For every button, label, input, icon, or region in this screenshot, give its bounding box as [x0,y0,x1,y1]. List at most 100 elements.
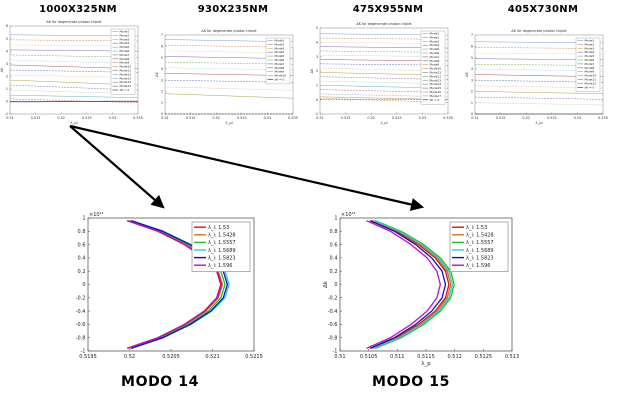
y-tick-label: 0.6 [330,242,338,248]
x-axis-label: λ_pi [380,121,387,125]
legend-label: Mode4 [275,50,285,54]
series-line [319,42,449,45]
x-tick-label: 0.52 [124,354,135,360]
x-axis-label: λ_pi [225,121,232,125]
y-tick-label: 0 [334,282,337,288]
legend-label: Mode11 [430,71,442,75]
small-chart-0: ΔK for degenerate photon triplet -1 0 1 2 3 4 5… [0,20,143,125]
legend-label: Mode17 [430,94,442,98]
legend-label: λ_i: 1.53 [466,225,487,231]
series-line [474,85,604,89]
y-tick-label: -0.6 [328,322,338,328]
legend-label: Mode9 [275,70,285,74]
legend-label: Mode6 [120,49,130,53]
legend-label: Mode2 [585,42,595,46]
y-tick-label: 0.6 [78,242,86,248]
chart-subtitle: ΔK for degenerate photon triplet [356,22,412,26]
series-curve [375,220,455,349]
y-tick-label: -0.2 [328,296,338,302]
x-tick-label: 0.5205 [162,354,180,360]
y-tick-label: 1 [316,84,318,88]
x-tick-label: 0.5125 [475,354,493,360]
x-tick-label: 0.515 [496,116,506,120]
exponent-label: ×10¹⁴ [89,212,104,218]
legend-label: Mode12 [430,74,442,78]
legend-label: Mode2 [120,33,130,37]
series-line [164,50,294,54]
series-curve [366,220,441,349]
legend-label: Mode7 [120,53,130,57]
y-tick-label: 2 [161,90,163,94]
small-chart-1: ΔK for degenerate photon triplet 0 1 2 3 4 5 6 7… [155,29,298,125]
legend-label: λ_i: 1.5823 [208,255,236,261]
legend-label: λ_i: 1.5823 [466,255,494,261]
series-curve [130,220,229,349]
legend-label: Mode10 [120,65,132,69]
y-tick-label: 0.2 [330,269,338,275]
y-tick-label: 3 [6,62,8,66]
legend-label: Mode1 [120,30,130,34]
legend-label: Mode10 [585,74,597,78]
x-tick-label: 0.5115 [417,354,435,360]
x-tick-label: 0.53 [419,116,427,120]
mode-chart-0: -1 -0.8 -0.6 -0.4 -0.2 0 0.2 0.4 0.6 0.8 1 0.5195 0.… [76,212,263,360]
x-tick-label: 0.535 [443,116,453,120]
legend-label: Mode8 [275,66,285,70]
legend-label: Mode13 [120,76,132,80]
arrow-to-modo-15 [69,124,425,211]
legend-label: Mode14 [120,80,132,84]
y-tick-label: 2 [316,69,318,73]
arrow-to-modo-14 [69,125,165,209]
legend-label: Mode6 [585,58,595,62]
y-tick-label: -0.4 [328,309,338,315]
series-curve [373,220,452,349]
y-tick-label: 0.2 [78,269,86,275]
legend-label: λ_i: 1.596 [466,263,490,269]
y-tick-label: 1 [82,216,85,222]
y-tick-label: 6 [6,24,8,28]
legend-label: Mode15 [120,84,132,88]
chart-subtitle: ΔK for degenerate photon triplet [201,29,257,33]
y-tick-label: 4 [6,49,8,53]
series-line [164,86,294,91]
legend-label: Mode1 [430,32,440,36]
y-tick-label: 1 [471,101,473,105]
y-axis-label: ΔK [155,71,159,76]
y-tick-label: 0 [316,98,318,102]
legend-label: Mode11 [120,69,132,73]
x-tick-label: 0.515 [186,116,196,120]
x-tick-label: 0.512 [448,354,462,360]
legend-label: Mode10 [275,74,287,78]
legend-label: Mode7 [275,62,285,66]
modo-14-title: MODO 14 [121,374,199,390]
legend-label: λ_i: 1.5689 [208,248,236,254]
legend-box [110,28,136,95]
y-axis-label: ΔK [465,71,469,76]
y-tick-label: 1 [161,101,163,105]
y-tick-label: 5 [471,56,473,60]
series-curve [374,220,454,349]
series-curve [371,220,450,349]
x-tick-label: 0.51 [334,354,345,360]
small-chart-3: ΔK for degenerate photon triplet 0 1 2 3 4 5 6 7… [465,29,608,125]
x-tick-label: 0.525 [82,116,92,120]
x-tick-label: 0.53 [574,116,582,120]
y-tick-label: 0 [471,112,473,116]
x-tick-label: 0.535 [133,116,143,120]
x-tick-label: 0.52 [57,116,65,120]
series-line [164,93,294,99]
small-chart-2: ΔK for degenerate photon triplet -1 0 1 2 3 4 5… [310,22,453,125]
x-tick-label: 0.525 [237,116,247,120]
legend-label: Mode6 [430,51,440,55]
legend-label: Mode12 [120,72,132,76]
x-axis-label: λ_p [421,361,431,367]
series-line [9,94,139,98]
legend-label: dK = 0 [585,85,595,89]
y-tick-label: 5 [161,56,163,60]
legend-label: Mode9 [430,63,440,67]
legend-label: Mode13 [430,78,442,82]
x-tick-label: 0.535 [598,116,608,120]
y-tick-label: -1 [5,112,8,116]
legend-label: Mode10 [430,67,442,71]
legend-label: Mode12 [585,81,597,85]
